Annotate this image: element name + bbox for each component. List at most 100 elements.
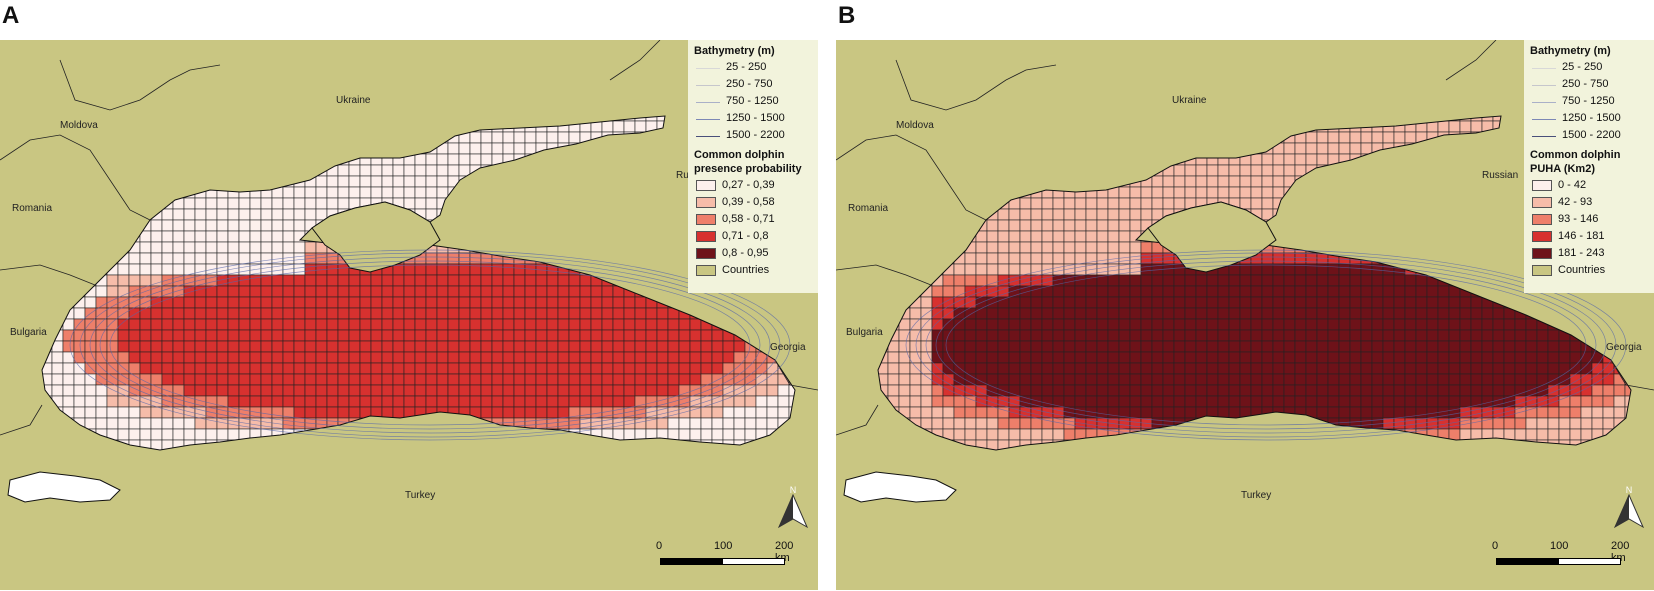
grid-cell [1250,175,1263,188]
grid-cell [205,318,218,331]
grid-cell [1492,373,1505,386]
grid-cell [953,219,966,232]
map-panel-b[interactable]: Ukraine Moldova Romania Bulgaria Turkey … [836,40,1654,590]
grid-cell [524,439,537,450]
grid-cell [1107,116,1120,122]
grid-cell [459,451,470,462]
grid-cell [172,362,185,375]
grid-cell [777,307,790,320]
grid-cell [1019,307,1032,320]
grid-cell [1217,142,1230,155]
grid-cell [986,417,999,430]
grid-cell [1195,175,1208,188]
grid-cell [382,451,393,462]
grid-cell [491,230,504,243]
grid-cell [249,285,262,298]
grid-cell [1503,351,1516,364]
grid-cell [1415,164,1428,177]
crimea-peninsula-a [311,201,441,273]
grid-cell [41,451,52,462]
grid-cell [73,153,86,166]
grid-cell [1063,428,1076,441]
grid-cell [788,329,795,342]
grid-cell [205,439,218,450]
grid-cell [293,208,306,221]
grid-cell [370,428,383,441]
grid-cell [1371,439,1384,450]
grid-cell [95,406,108,419]
grid-cell [1338,197,1351,210]
grid-cell [359,186,372,199]
grid-cell [117,208,130,221]
grid-cell [403,362,416,375]
grid-cell [315,439,328,450]
grid-cell [711,296,724,309]
grid-cell [238,153,251,166]
grid-cell [216,208,229,221]
grid-cell [788,428,795,441]
legend-bathy-item: 250 - 750 [694,77,818,93]
grid-cell [733,395,746,408]
grid-cell [282,219,295,232]
grid-cell [514,451,525,462]
grid-cell [535,219,548,232]
swatch-class-5 [1532,248,1552,259]
grid-cell [645,230,658,243]
grid-cell [1063,164,1076,177]
grid-cell [535,241,548,254]
grid-cell [348,384,361,397]
grid-cell [667,241,680,254]
grid-cell [634,120,647,133]
grid-cell [1261,373,1274,386]
grid-cell [1174,451,1185,462]
grid-cell [700,329,713,342]
grid-cell [1184,406,1197,419]
grid-cell [458,362,471,375]
grid-cell [436,153,449,166]
grid-cell [62,230,75,243]
grid-cell [1580,296,1593,309]
grid-cell [898,296,911,309]
grid-cell [975,351,988,364]
grid-cell [1404,274,1417,287]
grid-cell [1448,439,1461,450]
label-georgia: Georgia [1606,342,1642,353]
grid-cell [755,307,768,320]
grid-cell [1624,351,1631,364]
grid-cell [304,384,317,397]
grid-cell [986,351,999,364]
grid-cell [568,395,581,408]
grid-cell [964,296,977,309]
grid-cell [205,197,218,210]
grid-cell [656,384,669,397]
label-ukraine: Ukraine [336,95,371,106]
grid-cell [964,175,977,188]
grid-cell [128,252,141,265]
grid-cell [381,351,394,364]
grid-cell [503,451,514,462]
grid-cell [150,428,163,441]
grid-cell [964,406,977,419]
grid-cell [1404,131,1417,144]
grid-cell [1030,340,1043,353]
grid-cell [920,285,933,298]
grid-cell [238,373,251,386]
grid-cell [953,318,966,331]
grid-cell [282,296,295,309]
grid-cell [678,307,691,320]
grid-cell [392,318,405,331]
grid-cell [42,428,53,441]
grid-cell [260,219,273,232]
grid-cell [1107,439,1120,450]
grid-cell [1503,153,1516,166]
map-panel-a[interactable]: Ukraine Moldova Romania Bulgaria Turkey … [0,40,818,590]
grid-cell [1305,142,1318,155]
grid-cell [898,329,911,342]
grid-cell [1437,439,1450,450]
grid-cell [590,351,603,364]
grid-cell [381,373,394,386]
grid-cell [403,142,416,155]
grid-cell [1349,351,1362,364]
grid-cell [656,241,669,254]
grid-cell [194,318,207,331]
